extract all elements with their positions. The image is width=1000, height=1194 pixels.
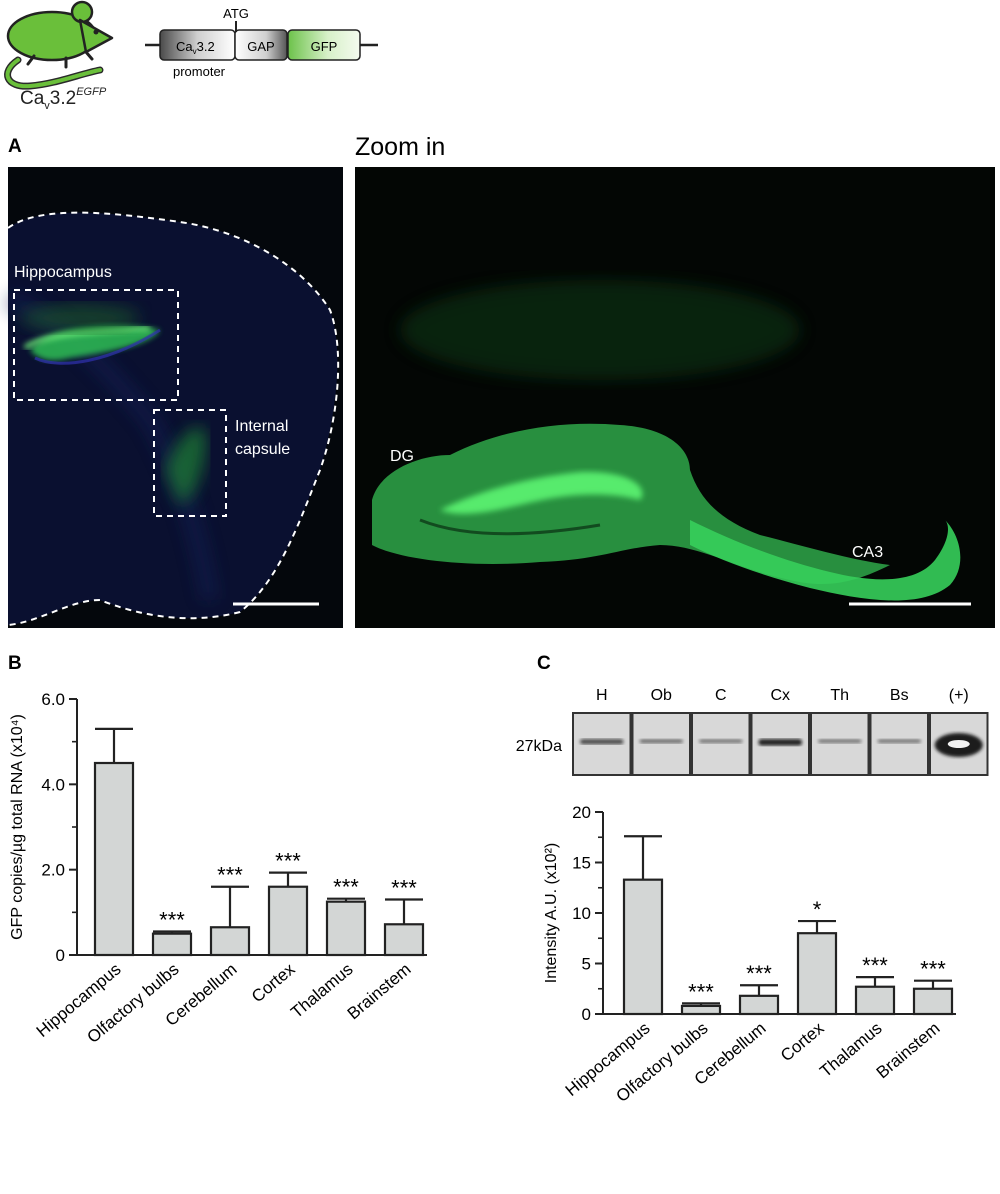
bar (854, 985, 896, 1016)
bar (209, 926, 251, 957)
mouse-foot (26, 50, 94, 69)
bar (383, 923, 425, 957)
significance-marker: *** (333, 875, 359, 900)
significance-marker: *** (391, 876, 417, 901)
hippocampus-roi-box (13, 289, 179, 401)
dentate-gyrus-outer (372, 423, 890, 585)
internal-capsule-roi-box (153, 409, 227, 517)
blot-band (758, 739, 802, 746)
internal-capsule-label-2: capsule (235, 441, 290, 458)
significance-marker: *** (920, 957, 946, 982)
mouse-head (78, 18, 114, 54)
bar (267, 885, 309, 957)
gfp-box-label: GFP (311, 39, 338, 54)
bar (93, 761, 135, 957)
promoter-label: promoter (173, 64, 226, 79)
blot-lane-label: Th (830, 687, 849, 704)
blot-band (818, 739, 862, 744)
significance-marker: *** (862, 953, 888, 978)
x-tick-label: Brainstem (344, 960, 415, 1024)
mouse-tail-fill (5, 58, 102, 89)
blot-lane (871, 714, 927, 774)
blot-lane-label: C (715, 687, 727, 704)
gfp-box (287, 29, 361, 61)
y-tick-label: 0 (582, 1005, 591, 1024)
internal-capsule-label-1: Internal (235, 418, 288, 435)
significance-marker: *** (688, 979, 714, 1004)
gene-construct: ATG Cav3.2 GAP GFP promoter (145, 6, 378, 79)
bar (622, 878, 664, 1016)
bar (325, 900, 367, 957)
hippocampus-zoom-image: DG CA3 (355, 167, 995, 628)
promoter-box-label: Cav3.2 (176, 39, 215, 56)
blot-band (639, 739, 683, 744)
bar (680, 1004, 722, 1016)
x-tick-label: Cortex (777, 1018, 828, 1065)
y-tick-label: 0 (56, 946, 65, 965)
hippocampus-signal (20, 304, 161, 365)
blot-lane (693, 714, 749, 774)
blot-band-highlight (947, 740, 970, 748)
bar (912, 987, 954, 1016)
blot-lane-label: Ob (651, 687, 672, 704)
y-tick-label: 15 (572, 854, 591, 873)
blot-lane-label: H (596, 687, 608, 704)
bar (738, 994, 780, 1016)
x-tick-label: Cortex (248, 959, 299, 1006)
x-tick-label: Brainstem (873, 1019, 944, 1083)
brain-outline (7, 211, 340, 626)
bar (151, 932, 193, 957)
significance-marker: *** (746, 961, 772, 986)
blot-band (877, 739, 921, 744)
mouse-illustration (4, 0, 114, 90)
blot-kda-label: 27kDa (516, 738, 562, 755)
zoom-in-title: Zoom in (355, 133, 445, 161)
gap-box-label: GAP (247, 39, 274, 54)
mouse-ear (70, 0, 94, 24)
panel-c-letter: C (537, 653, 551, 674)
y-axis-label: Intensity A.U. (x10²) (543, 843, 560, 984)
bar (796, 932, 838, 1016)
blot-band (580, 739, 624, 745)
hippocampus-label: Hippocampus (14, 264, 112, 281)
significance-marker: * (813, 897, 822, 922)
dentate-gyrus-granule-layer (440, 471, 643, 514)
significance-marker: *** (217, 863, 243, 888)
y-axis-label: GFP copies/µg total RNA (x10⁴) (9, 714, 26, 940)
y-tick-label: 2.0 (41, 861, 65, 880)
atg-label: ATG (223, 6, 249, 21)
panel-a-letter: A (8, 136, 22, 157)
y-tick-label: 4.0 (41, 775, 65, 794)
ca3-curve (690, 520, 961, 601)
y-tick-label: 10 (572, 904, 591, 923)
brain-section-image: Hippocampus Internal capsule (4, 167, 343, 628)
significance-marker: *** (159, 908, 185, 933)
panel-b-letter: B (8, 653, 22, 674)
internal-capsule-signal (165, 427, 206, 505)
mouse-genotype-label: Cav3.2EGFP (20, 86, 107, 112)
y-tick-label: 20 (572, 803, 591, 822)
blot-band (699, 739, 743, 744)
gfp-rna-bar-chart: 0 2.0 4.0 6.0 GFP copies/µg total RNA (x10⁴)… (9, 690, 427, 1047)
western-blot: H Ob C Cx Th Bs (+) (572, 687, 989, 776)
blot-lane (633, 714, 689, 774)
y-tick-label: 6.0 (41, 690, 65, 709)
blot-lane-label: Bs (890, 687, 909, 704)
gap-box (234, 29, 288, 61)
y-tick-label: 5 (582, 955, 591, 974)
significance-marker: *** (275, 849, 301, 874)
blot-lane (812, 714, 868, 774)
dg-label: DG (390, 448, 414, 465)
ca3-label: CA3 (852, 544, 883, 561)
blot-lane-label: (+) (949, 687, 969, 704)
mouse-eye (93, 29, 99, 35)
blot-lane-label: Cx (770, 687, 790, 704)
